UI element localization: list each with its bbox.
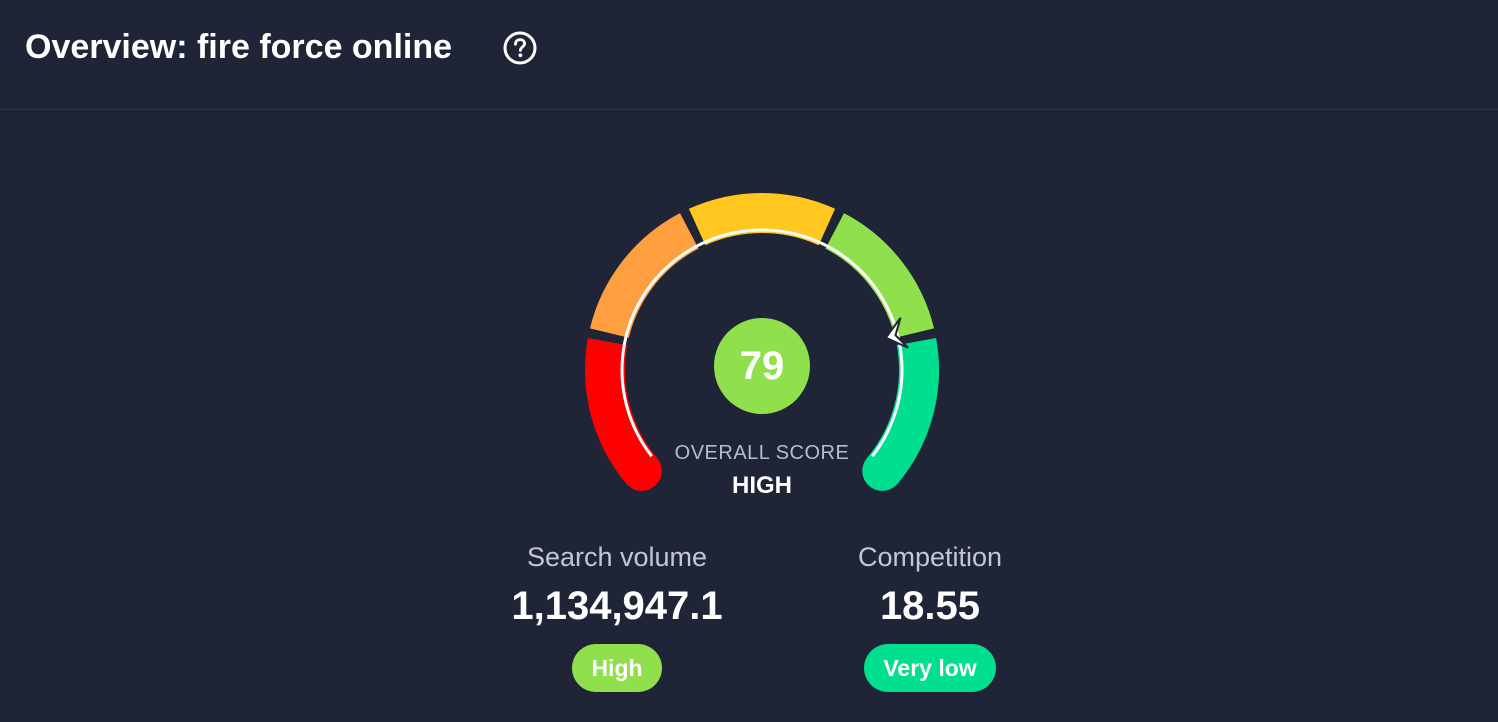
competition-label: Competition: [857, 542, 1003, 572]
overall-score-level: HIGH: [732, 472, 792, 499]
competition-value: 18.55: [879, 584, 981, 628]
competition-badge: Very low: [864, 644, 996, 692]
score-value: 79: [739, 343, 785, 388]
overall-score-label: OVERALL SCORE: [674, 442, 850, 464]
gauge-segment-2: [589, 213, 699, 339]
search-volume-metric: Search volume 1,134,947.1 High: [467, 540, 767, 692]
question-circle-icon[interactable]: [502, 30, 538, 66]
competition-metric: Competition 18.55 Very low: [780, 540, 1080, 692]
overview-header: Overview: fire force online: [0, 0, 1498, 110]
gauge-pointer: [884, 317, 910, 349]
search-volume-badge: High: [572, 644, 662, 692]
gauge-segment-3: [688, 193, 836, 246]
search-volume-label: Search volume: [526, 542, 708, 572]
search-volume-value: 1,134,947.1: [511, 584, 723, 628]
page-title: Overview: fire force online: [25, 28, 453, 66]
score-circle: 79: [714, 318, 810, 414]
gauge-segment-4: [825, 213, 935, 339]
